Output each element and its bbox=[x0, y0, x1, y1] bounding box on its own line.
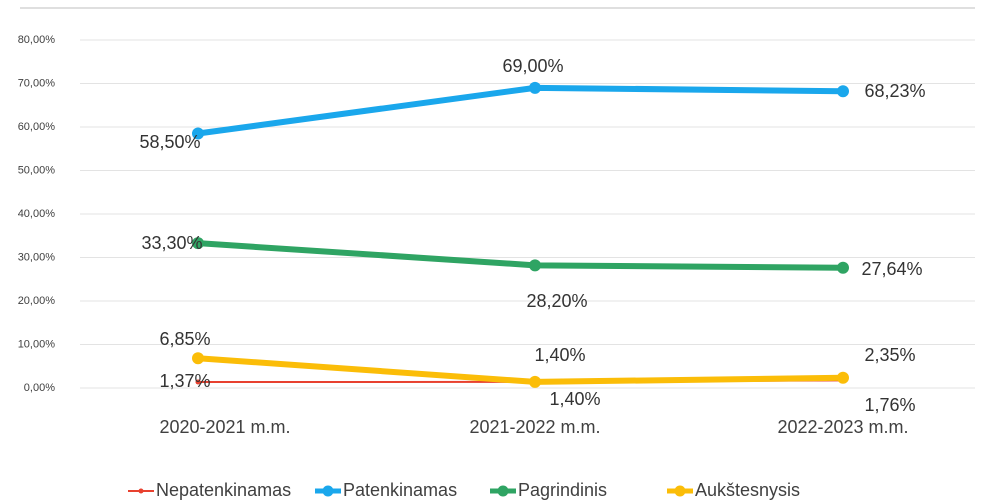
legend-marker bbox=[497, 485, 509, 497]
value-label: 6,85% bbox=[159, 329, 210, 349]
point bbox=[192, 127, 204, 140]
value-label: 28,20% bbox=[526, 291, 587, 311]
value-label: 69,00% bbox=[502, 56, 563, 76]
value-label: 2,35% bbox=[864, 345, 915, 365]
point bbox=[192, 237, 204, 250]
point bbox=[529, 81, 541, 94]
series-line bbox=[197, 240, 844, 271]
legend-label: Aukštesnysis bbox=[695, 480, 800, 500]
y-tick-label: 20,00% bbox=[18, 295, 56, 307]
point bbox=[529, 375, 541, 388]
point bbox=[837, 85, 849, 98]
legend-item: Aukštesnysis bbox=[667, 480, 800, 500]
legend-item: Patenkinamas bbox=[315, 480, 457, 500]
legend-marker bbox=[138, 488, 144, 494]
series-line bbox=[197, 355, 844, 385]
legend-label: Pagrindinis bbox=[518, 480, 607, 500]
x-tick-label: 2021-2022 m.m. bbox=[469, 417, 600, 437]
point bbox=[837, 261, 849, 274]
x-tick-label: 2020-2021 m.m. bbox=[159, 417, 290, 437]
value-label: 27,64% bbox=[861, 259, 922, 279]
value-label: 1,76% bbox=[864, 395, 915, 415]
y-tick-label: 80,00% bbox=[18, 34, 56, 46]
value-label: 33,30% bbox=[141, 233, 202, 253]
y-tick-label: 10,00% bbox=[18, 338, 56, 350]
value-label: 1,40% bbox=[549, 389, 600, 409]
point bbox=[195, 379, 201, 385]
y-tick-label: 40,00% bbox=[18, 208, 56, 220]
value-label: 58,50% bbox=[139, 132, 200, 152]
legend-item: Nepatenkinamas bbox=[128, 480, 291, 500]
y-tick-label: 70,00% bbox=[18, 77, 56, 89]
value-label: 68,23% bbox=[864, 81, 925, 101]
legend-label: Nepatenkinamas bbox=[156, 480, 291, 500]
y-tick-label: 0,00% bbox=[24, 382, 55, 394]
legend-item: Pagrindinis bbox=[490, 480, 607, 500]
value-label: 1,40% bbox=[534, 345, 585, 365]
legend-marker bbox=[674, 485, 686, 497]
point bbox=[837, 371, 849, 384]
value-label: 1,37% bbox=[159, 371, 210, 391]
legend-marker bbox=[322, 485, 334, 497]
y-tick-label: 60,00% bbox=[18, 121, 56, 133]
x-tick-label: 2022-2023 m.m. bbox=[777, 417, 908, 437]
y-tick-label: 50,00% bbox=[18, 164, 56, 176]
legend-label: Patenkinamas bbox=[343, 480, 457, 500]
point bbox=[529, 259, 541, 272]
point bbox=[192, 352, 204, 365]
y-tick-label: 30,00% bbox=[18, 251, 56, 263]
